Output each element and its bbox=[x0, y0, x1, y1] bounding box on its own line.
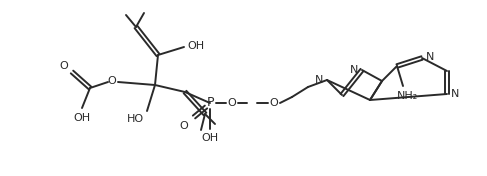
Text: HO: HO bbox=[127, 114, 144, 124]
Text: NH₂: NH₂ bbox=[396, 91, 418, 101]
Text: O: O bbox=[108, 76, 116, 86]
Text: O: O bbox=[180, 121, 188, 131]
Text: O: O bbox=[59, 61, 68, 71]
Text: OH: OH bbox=[202, 133, 219, 143]
Text: N: N bbox=[350, 65, 358, 75]
Text: O: O bbox=[270, 98, 279, 108]
Text: OH: OH bbox=[187, 41, 205, 51]
Text: N: N bbox=[315, 75, 323, 85]
Text: N: N bbox=[426, 52, 434, 62]
Text: O: O bbox=[227, 98, 236, 108]
Text: P: P bbox=[207, 96, 215, 109]
Text: OH: OH bbox=[74, 113, 91, 123]
Text: N: N bbox=[451, 89, 459, 99]
